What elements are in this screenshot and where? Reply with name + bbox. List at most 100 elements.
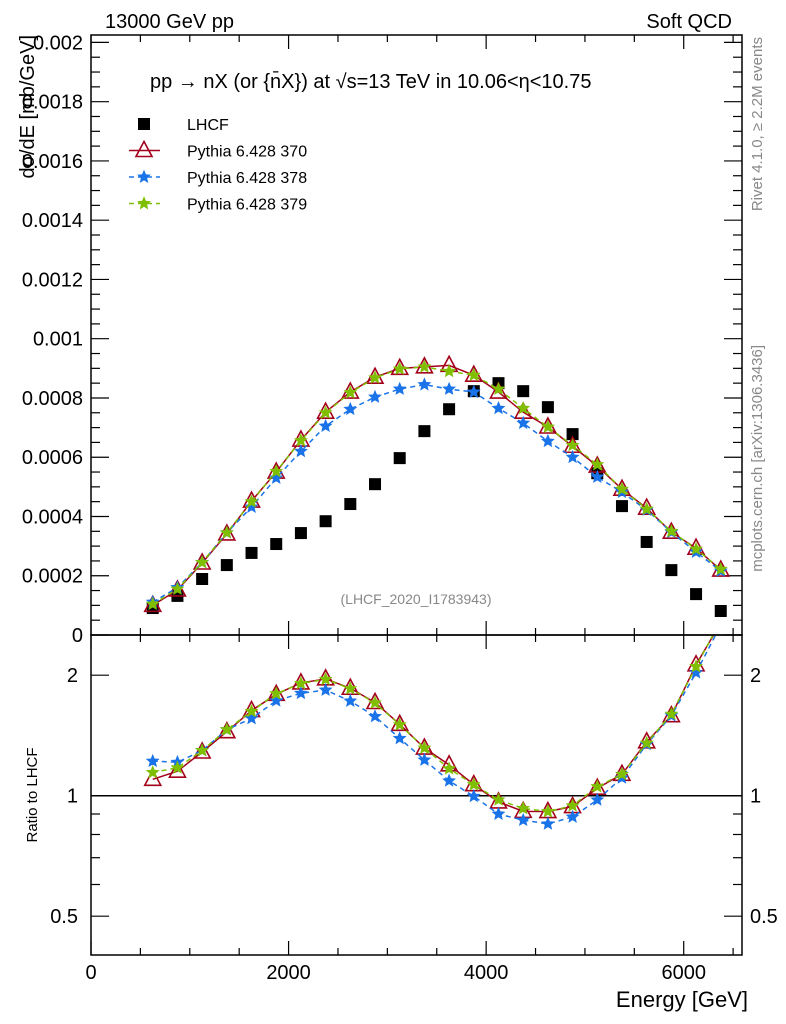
data-point-p378 bbox=[590, 469, 605, 483]
data-point-lhcf bbox=[566, 428, 579, 441]
ratio-point-p379 bbox=[170, 760, 185, 774]
ratio-point-p379 bbox=[318, 672, 333, 686]
ratio-point-p378 bbox=[442, 773, 457, 787]
data-point-p379 bbox=[195, 555, 210, 569]
ratio-point-p378 bbox=[565, 809, 580, 823]
ratio-point-p379 bbox=[615, 767, 629, 781]
data-point-lhcf bbox=[245, 546, 258, 559]
data-point-p379 bbox=[689, 541, 704, 555]
legend: LHCF Pythia 6.428 370 Pythia 6.428 378 Pyth… bbox=[129, 117, 307, 214]
y-tick-label: 0.0006 bbox=[22, 447, 83, 469]
y-tick-label: 0.0018 bbox=[22, 92, 83, 114]
data-point-lhcf bbox=[393, 452, 406, 465]
x-tick-label: 0 bbox=[85, 962, 96, 984]
legend-marker-p379 bbox=[137, 196, 151, 210]
ratio-point-p379 bbox=[343, 681, 358, 695]
data-point-p379 bbox=[516, 401, 531, 415]
ratio-line-p379 bbox=[152, 635, 714, 813]
plot-title: pp → nX (or {n̄X}) at √s=13 TeV in 10.06… bbox=[150, 70, 591, 93]
legend-label-p378: Pythia 6.428 378 bbox=[187, 170, 307, 187]
ratio-point-p378 bbox=[269, 693, 284, 707]
y-tick-label: 0 bbox=[72, 625, 83, 647]
ratio-point-p379 bbox=[269, 686, 284, 700]
data-point-p378 bbox=[491, 401, 506, 415]
ratio-tick-label-right: 0.5 bbox=[750, 906, 778, 928]
data-point-lhcf bbox=[640, 535, 653, 548]
data-point-p379 bbox=[442, 364, 457, 378]
data-point-lhcf bbox=[615, 500, 628, 513]
ratio-point-p378 bbox=[417, 752, 432, 766]
data-point-lhcf bbox=[443, 403, 456, 416]
data-point-p378 bbox=[540, 433, 555, 448]
ratio-point-p379 bbox=[195, 743, 210, 757]
ratio-point-p378 bbox=[516, 812, 531, 827]
data-point-lhcf bbox=[418, 425, 431, 438]
y-tick-label: 0.0008 bbox=[22, 388, 83, 410]
ratio-point-p379 bbox=[368, 695, 382, 709]
data-point-p379 bbox=[664, 524, 679, 538]
data-point-p379 bbox=[219, 525, 234, 539]
data-point-p378 bbox=[466, 384, 481, 398]
data-point-lhcf bbox=[517, 385, 530, 398]
data-point-p378 bbox=[269, 470, 284, 484]
y-tick-label: 0.002 bbox=[33, 32, 83, 54]
data-point-p378 bbox=[565, 449, 580, 464]
ratio-point-p379 bbox=[565, 798, 580, 812]
legend-label-p370: Pythia 6.428 370 bbox=[187, 144, 307, 161]
y-tick-label: 0.0016 bbox=[22, 151, 83, 173]
y-axis-label: dσ/dE [mb/GeV] bbox=[17, 35, 39, 179]
data-point-p379 bbox=[244, 494, 259, 508]
data-point-p378 bbox=[368, 389, 382, 403]
y-tick-label: 0.0004 bbox=[22, 506, 83, 528]
ratio-point-p370 bbox=[168, 760, 187, 778]
ratio-point-p379 bbox=[639, 735, 654, 749]
data-point-p379 bbox=[392, 361, 407, 375]
legend-marker-p370 bbox=[134, 139, 154, 158]
ratio-point-p379 bbox=[689, 659, 704, 673]
ratio-point-p379 bbox=[491, 792, 506, 806]
ratio-point-p370 bbox=[217, 721, 237, 739]
y-tick-label: 0.0014 bbox=[22, 210, 83, 232]
axis-ticks: 0 2000 4000 6000 0 0.0002 0.0004 0.0006 0.0008 0.… bbox=[22, 32, 778, 984]
ratio-point-p379 bbox=[392, 717, 407, 731]
data-point-lhcf bbox=[690, 588, 703, 601]
ratio-panel bbox=[91, 619, 742, 830]
ratio-point-p378 bbox=[145, 753, 160, 768]
data-point-p379 bbox=[540, 419, 555, 433]
ratio-point-p378 bbox=[244, 711, 259, 725]
data-point-p379 bbox=[170, 581, 185, 595]
ratio-tick-label-left: 2 bbox=[67, 665, 78, 687]
data-point-p379 bbox=[269, 464, 284, 478]
data-point-p379 bbox=[491, 381, 506, 395]
ratio-point-p379 bbox=[540, 804, 555, 818]
data-point-p379 bbox=[615, 481, 629, 496]
ratio-point-p378 bbox=[368, 709, 382, 723]
data-point-p379 bbox=[318, 405, 333, 419]
ratio-axis-label: Ratio to LHCF bbox=[24, 747, 41, 842]
data-point-lhcf bbox=[319, 515, 332, 528]
data-point-p379 bbox=[417, 359, 432, 373]
ratio-point-p379 bbox=[417, 740, 432, 754]
ratio-point-p379 bbox=[293, 676, 308, 690]
series-line-p379 bbox=[152, 366, 722, 605]
ratio-point-p378 bbox=[318, 682, 333, 696]
ratio-point-p378 bbox=[343, 693, 358, 707]
data-point-p379 bbox=[368, 370, 382, 384]
ratio-point-p378 bbox=[715, 619, 726, 630]
data-point-p379 bbox=[343, 385, 358, 399]
ratio-line-p378 bbox=[152, 635, 717, 825]
data-point-p379 bbox=[466, 367, 481, 382]
legend-marker-p378 bbox=[137, 169, 151, 183]
ratio-point-p379 bbox=[219, 722, 234, 736]
data-point-lhcf bbox=[714, 605, 727, 617]
data-point-p378 bbox=[343, 401, 358, 416]
data-point-p378 bbox=[293, 444, 308, 458]
ratio-tick-label-left: 1 bbox=[67, 786, 78, 808]
ratio-point-p370 bbox=[637, 731, 657, 749]
data-point-lhcf bbox=[541, 401, 554, 414]
data-point-lhcf bbox=[196, 573, 209, 585]
ratio-point-p378 bbox=[689, 665, 704, 679]
rivet-label: Rivet 4.1.0, ≥ 2.2M events bbox=[749, 37, 766, 211]
y-tick-label: 0.0002 bbox=[22, 566, 83, 588]
